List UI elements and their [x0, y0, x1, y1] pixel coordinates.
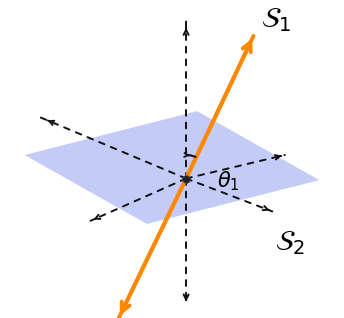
Text: $\mathcal{S}_1$: $\mathcal{S}_1$ [261, 6, 292, 34]
Polygon shape [25, 111, 319, 224]
Text: $\mathcal{S}_2$: $\mathcal{S}_2$ [276, 229, 306, 257]
Text: $\theta_1$: $\theta_1$ [217, 170, 240, 193]
